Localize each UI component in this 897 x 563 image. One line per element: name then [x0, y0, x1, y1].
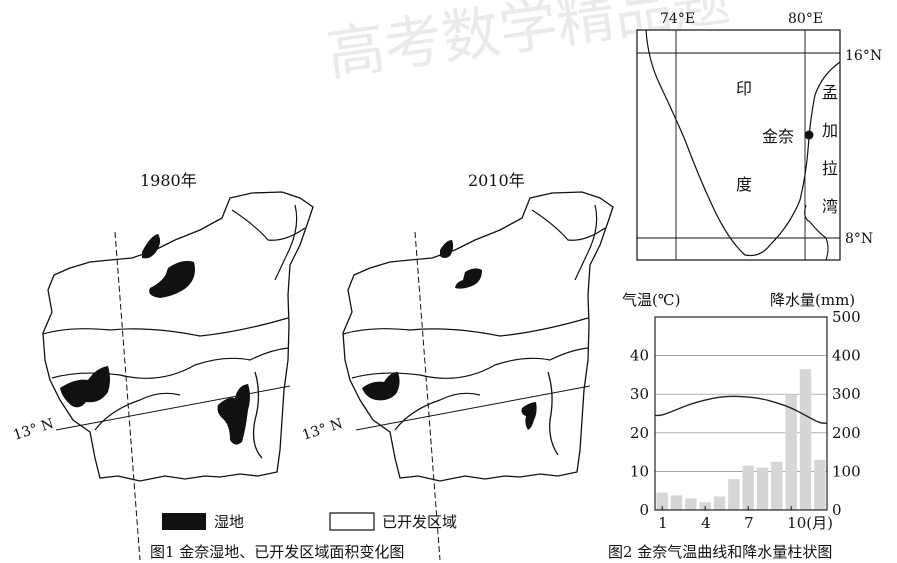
- wetland-patch: [521, 402, 537, 430]
- chart-ylabel-right: 降水量(mm): [770, 291, 855, 309]
- legend: 湿地 已开发区域: [162, 512, 457, 531]
- map-1980-parallel: [55, 385, 291, 431]
- map-2010-boundary: [342, 317, 589, 337]
- chart-ylabel-left: 气温(℃): [622, 291, 680, 309]
- fig1-caption: 图1 金奈湿地、已开发区域面积变化图: [150, 543, 404, 561]
- legend-developed-label: 已开发区域: [382, 513, 457, 531]
- precip-bar-9: [771, 461, 783, 510]
- map-2010-river: [547, 371, 559, 456]
- legend-wetland-label: 湿地: [214, 513, 244, 531]
- map-1980-outline: [42, 191, 314, 482]
- bay-label-2: 加: [822, 121, 838, 140]
- bay-label-1: 孟: [822, 83, 838, 102]
- lon-label-74e: 74°E: [660, 11, 695, 27]
- chart-frame: [654, 316, 828, 511]
- right-tick-label: 500: [832, 308, 861, 326]
- bay-label-4: 湾: [822, 197, 838, 216]
- chennai-label: 金奈: [762, 127, 794, 146]
- fig2-caption: 图2 金奈气温曲线和降水量柱状图: [608, 543, 832, 561]
- right-tick-label: 400: [832, 347, 861, 365]
- map-2010-boundary: [574, 204, 598, 281]
- right-tick-label: 100: [832, 462, 861, 480]
- x-tick-label: 7: [744, 514, 754, 532]
- map-1980-boundary: [274, 204, 298, 281]
- map-1980-lat-label: 13° N: [11, 416, 55, 444]
- legend-developed-swatch: [329, 512, 375, 531]
- climate-chart: 气温(℃) 降水量(mm) 0 10 20 30 40 0 100 200 300 400 500…: [622, 291, 861, 532]
- lon-label-80e: 80°E: [788, 11, 823, 27]
- map-1980-boundary: [231, 209, 306, 241]
- precip-bar-7: [742, 465, 754, 510]
- sri-lanka-coast: [804, 204, 829, 261]
- right-tick-label: 200: [832, 424, 861, 442]
- precip-bar-12: [814, 459, 826, 510]
- x-tick-label: 10(月): [787, 514, 833, 532]
- left-tick-label: 20: [630, 424, 649, 442]
- chennai-dot: [804, 130, 814, 140]
- map-2010-outline: [342, 191, 614, 482]
- map-2010-title: 2010年: [468, 171, 525, 190]
- x-tick-label: 1: [658, 514, 668, 532]
- chart-line-layer: [655, 395, 827, 424]
- x-tick-label: 4: [701, 514, 711, 532]
- precip-bar-6: [728, 479, 740, 510]
- map-1980-boundary: [94, 392, 181, 431]
- chart-bars: [656, 369, 826, 510]
- map-2010-boundary: [394, 392, 481, 431]
- map-1980-boundary: [42, 317, 289, 337]
- map-2010-meridian: [414, 231, 441, 561]
- chart-grid: [655, 355, 827, 472]
- legend-wetland-swatch: [162, 513, 206, 530]
- wetland-patch: [60, 366, 110, 408]
- india-coastline: [645, 29, 841, 257]
- wetland-patch: [455, 268, 482, 289]
- india-label-2: 度: [736, 175, 752, 194]
- chart-x-axis: 1 4 7 10(月): [658, 506, 833, 532]
- lat-label-8n: 8°N: [845, 231, 873, 247]
- map-2010-boundary: [531, 209, 606, 241]
- precip-bar-5: [713, 496, 726, 510]
- wetland-patch: [142, 234, 161, 259]
- map-2010-parallel: [355, 385, 591, 431]
- wetland-patch: [440, 240, 454, 258]
- chart-left-axis: 0 10 20 30 40: [630, 347, 649, 519]
- precip-bar-8: [756, 467, 769, 510]
- precip-bar-2: [670, 495, 683, 510]
- map-1980-meridian: [114, 231, 141, 561]
- wetland-patch: [149, 260, 195, 298]
- map-1980-river: [252, 371, 263, 459]
- map-2010: 2010年 13° N: [300, 171, 614, 561]
- precip-bar-3: [685, 498, 697, 510]
- location-map-frame: [636, 29, 841, 261]
- left-tick-label: 40: [630, 347, 649, 365]
- map-1980-title: 1980年: [140, 171, 197, 190]
- wetland-patch: [362, 372, 400, 401]
- left-tick-label: 0: [639, 501, 649, 519]
- precip-bar-11: [799, 369, 812, 510]
- precip-bar-10: [785, 394, 797, 510]
- left-tick-label: 30: [630, 385, 649, 403]
- map-2010-lat-label: 13° N: [300, 416, 344, 444]
- chart-right-axis: 0 100 200 300 400 500: [832, 308, 861, 519]
- location-map: 74°E 80°E 16°N 8°N 印 度 金奈 孟 加 拉 湾: [636, 11, 882, 261]
- map-1980: 1980年 13° N: [11, 171, 314, 561]
- precip-bar-1: [656, 492, 668, 510]
- lat-label-16n: 16°N: [845, 48, 882, 64]
- temperature-line: [655, 395, 827, 424]
- right-tick-label: 300: [832, 385, 861, 403]
- left-tick-label: 10: [630, 462, 649, 480]
- wetland-patch: [217, 384, 250, 445]
- india-label-1: 印: [736, 79, 752, 98]
- bay-label-3: 拉: [822, 159, 838, 178]
- right-tick-label: 0: [832, 501, 842, 519]
